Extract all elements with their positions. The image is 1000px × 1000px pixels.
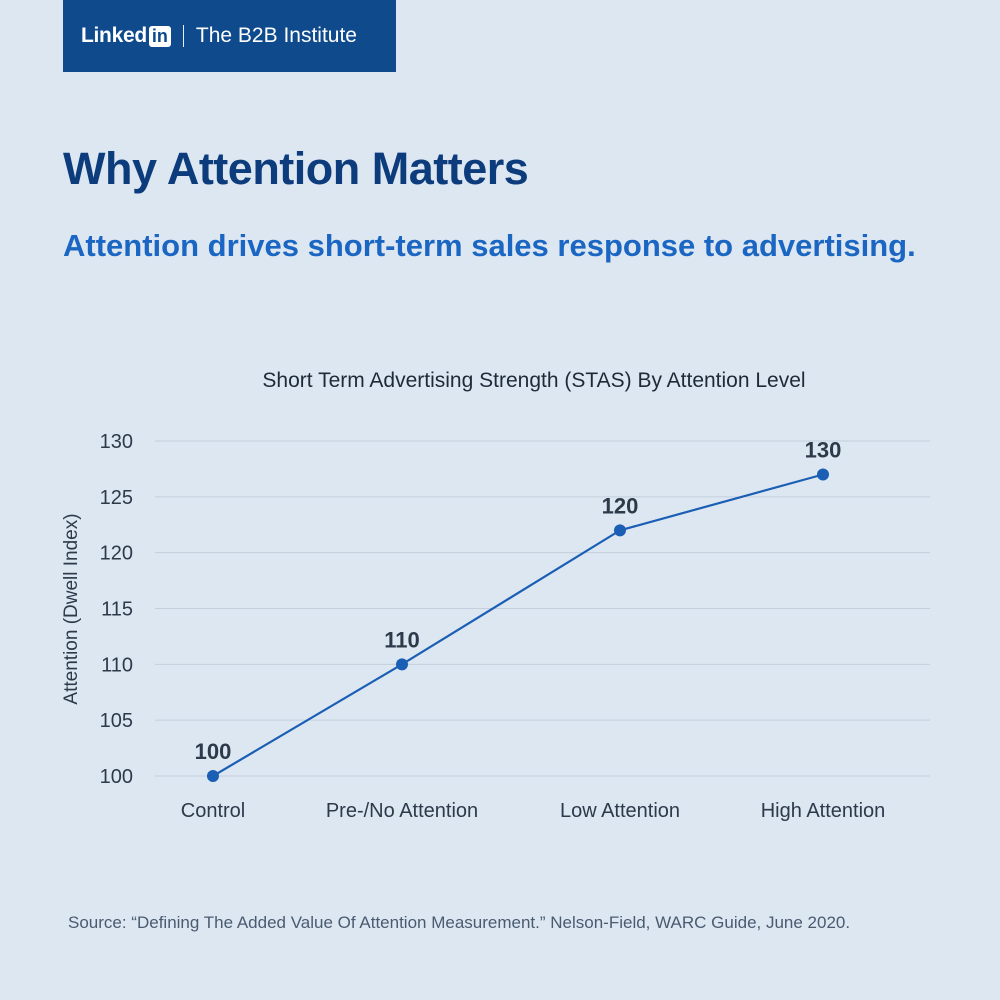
x-tick-label: Pre-/No Attention [326,800,478,822]
y-tick-layer: 100 105 110 115 120 125 130 [100,431,133,788]
grid-layer [155,440,930,777]
data-point [614,524,626,537]
series-line [212,473,824,777]
y-tick-label: 105 [100,710,133,732]
brand-bar: Linked in The B2B Institute [63,0,396,72]
headline: Why Attention Matters [63,143,529,194]
data-point [817,468,829,481]
linkedin-logo-word: Linked [81,24,147,47]
x-tick-label: Low Attention [560,800,680,822]
y-tick-label: 130 [100,431,133,453]
data-label: 130 [805,438,842,463]
y-tick-label: 100 [100,766,133,788]
subheadline: Attention drives short-term sales respon… [63,228,916,263]
data-point-layer [207,468,829,782]
data-point [207,770,219,782]
series-line-layer [212,473,824,777]
y-axis-label: Attention (Dwell Index) [61,513,82,704]
data-point [396,658,408,671]
x-tick-label: High Attention [761,800,886,822]
x-tick-layer: Control Pre-/No Attention Low Attention Hig… [181,800,886,822]
data-label: 110 [384,627,420,652]
y-tick-label: 115 [101,599,133,621]
brand-divider [182,25,184,47]
linkedin-logo-box: in [148,25,171,47]
data-label: 120 [602,493,639,518]
y-tick-label: 110 [101,654,133,676]
y-tick-label: 120 [100,543,133,565]
brand-name: The B2B Institute [195,24,357,47]
data-label: 100 [195,739,232,764]
source-note: Source: “Defining The Added Value Of Att… [68,913,851,932]
data-label-layer: 100 110 120 130 [195,438,842,765]
chart-title: Short Term Advertising Strength (STAS) B… [262,369,805,392]
y-tick-label: 125 [100,487,133,509]
x-tick-label: Control [181,800,245,822]
